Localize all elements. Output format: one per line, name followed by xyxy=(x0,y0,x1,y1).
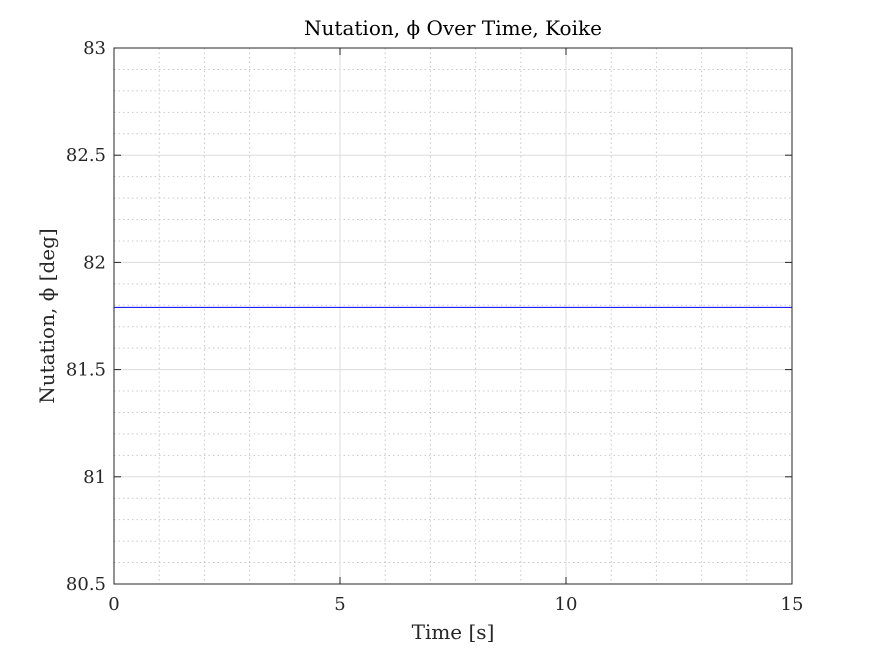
x-tick-label: 10 xyxy=(555,594,578,615)
x-tick-label: 15 xyxy=(781,594,804,615)
chart-title: Nutation, ϕ Over Time, Koike xyxy=(304,16,602,40)
y-tick-label: 81.5 xyxy=(66,360,106,381)
x-tick-label: 5 xyxy=(334,594,345,615)
tick-labels: 0 5 10 15 80.5 81 81.5 82 82.5 83 xyxy=(66,38,804,615)
x-axis-label: Time [s] xyxy=(412,620,495,644)
minor-grid xyxy=(114,48,792,584)
y-tick-label: 81 xyxy=(83,467,106,488)
y-tick-label: 83 xyxy=(83,38,106,59)
x-tick-label: 0 xyxy=(108,594,119,615)
y-tick-label: 82.5 xyxy=(66,145,106,166)
axes-box xyxy=(113,47,793,585)
ticks xyxy=(113,47,793,585)
y-axis-label: Nutation, ϕ [deg] xyxy=(35,228,59,403)
y-tick-label: 80.5 xyxy=(66,574,106,595)
y-tick-label: 82 xyxy=(83,252,106,273)
plot-area xyxy=(114,48,792,584)
